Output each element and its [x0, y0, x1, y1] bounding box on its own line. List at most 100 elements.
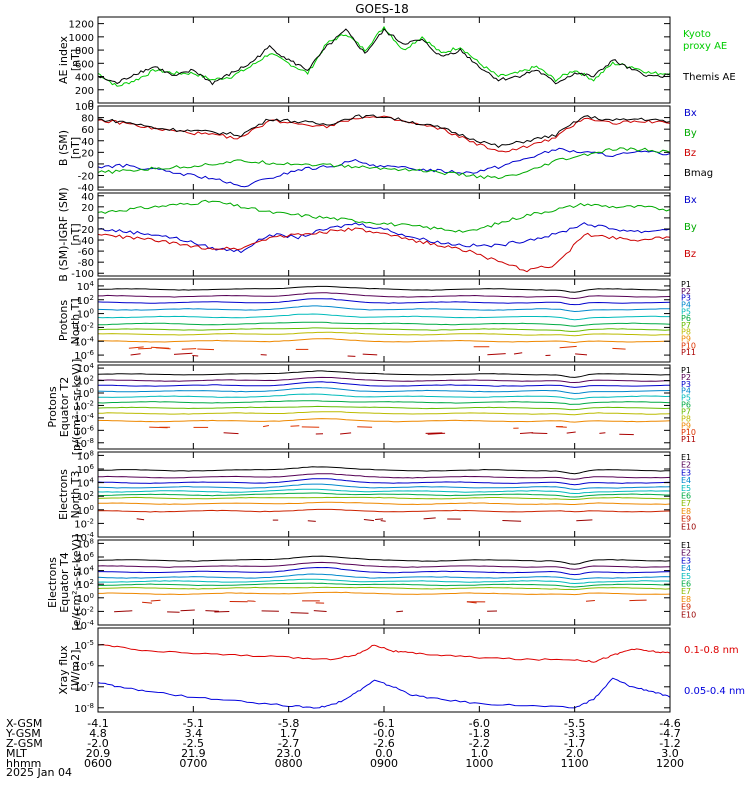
- y-tick-exponent: 8: [90, 449, 94, 457]
- series-line-p9: [98, 339, 670, 343]
- series-group: [98, 556, 670, 613]
- series-group: [98, 645, 670, 709]
- y-tick-exponent: 2: [90, 375, 94, 383]
- series-line-p4: [98, 388, 670, 394]
- series-segment-e9: [629, 600, 646, 601]
- series-segment-p11: [192, 356, 198, 357]
- series-line-themis-ae: [98, 29, 670, 85]
- y-tick-exponent: 4: [90, 280, 95, 288]
- series-line-e5: [98, 579, 670, 583]
- y-tick-exponent: 6: [90, 463, 95, 471]
- x-row-value: 0800: [275, 757, 303, 770]
- series-line-p8: [98, 412, 670, 415]
- y-tick-exponent: -2: [87, 321, 94, 329]
- legend-entry: Kyoto: [683, 29, 711, 40]
- legend-entry: Bz: [684, 249, 696, 260]
- series-line-p9: [98, 419, 670, 423]
- y-tick-exponent: 2: [90, 578, 94, 586]
- legend-entry: Bx: [684, 195, 697, 206]
- series-segment-p11: [575, 354, 587, 355]
- series-segment-p11: [567, 432, 576, 433]
- series-segment-p10: [560, 346, 577, 347]
- series-segment-p11: [514, 353, 522, 354]
- y-tick-exponent: -4: [87, 335, 95, 343]
- series-line-p8: [98, 332, 670, 335]
- series-segment-p11: [340, 433, 351, 434]
- y-tick-label: 60: [81, 125, 94, 136]
- y-tick-exponent: 4: [90, 565, 95, 573]
- y-tick-label: 108: [77, 449, 94, 462]
- series-line-p6: [98, 401, 670, 405]
- series-segment-e10: [364, 520, 374, 521]
- series-segment-e10: [424, 518, 436, 519]
- y-tick-exponent: -6: [87, 660, 95, 668]
- y-tick-exponent: -5: [87, 639, 94, 647]
- series-line-0-1-0-8-nm: [98, 645, 670, 663]
- series-segment-p10: [291, 426, 300, 427]
- x-row-value: 0600: [84, 757, 112, 770]
- series-line-p5: [98, 394, 670, 399]
- series-group: [98, 200, 670, 271]
- y-tick-label: 0: [88, 214, 94, 225]
- series-line-e9: [98, 509, 670, 512]
- y-tick-exponent: 0: [90, 308, 94, 316]
- series-segment-p10: [357, 427, 372, 428]
- series-line-e1: [98, 556, 670, 564]
- series-segment-e9: [586, 601, 595, 602]
- y-tick-label: 10-8: [74, 702, 94, 715]
- y-tick-exponent: -8: [87, 702, 94, 710]
- y-axis-label: [p/(cm²-s-sr-keV)]: [70, 359, 83, 456]
- series-line-p3: [98, 382, 670, 388]
- series-segment-p10: [197, 349, 214, 350]
- x-row-value: 1100: [561, 757, 589, 770]
- series-line-e7: [98, 497, 670, 499]
- y-tick-exponent: 6: [90, 551, 95, 559]
- series-segment-p11: [599, 433, 605, 434]
- series-line-e4: [98, 484, 670, 489]
- series-segment-p11: [426, 433, 443, 434]
- y-tick-exponent: 0: [90, 592, 94, 600]
- y-tick-exponent: 2: [90, 490, 94, 498]
- legend-entry: Themis AE: [682, 72, 736, 83]
- series-segment-e10: [375, 519, 383, 520]
- y-tick-exponent: 8: [90, 537, 94, 545]
- y-tick-exponent: -2: [87, 517, 94, 525]
- y-tick-exponent: 0: [90, 504, 94, 512]
- y-tick-label: 80: [81, 114, 94, 125]
- legend-entry: By: [684, 128, 697, 139]
- y-tick-label: 40: [81, 137, 94, 148]
- x-row-value: 1000: [465, 757, 493, 770]
- series-segment-e9: [151, 600, 161, 601]
- series-line-p7: [98, 406, 670, 409]
- date-label: 2025 Jan 04: [6, 766, 72, 779]
- y-tick-label: 20: [81, 203, 94, 214]
- series-line-e3: [98, 479, 670, 485]
- legend-entry: E10: [681, 610, 696, 619]
- series-segment-p10: [182, 349, 196, 350]
- legend-entry: proxy AE: [683, 41, 727, 52]
- series-group: [98, 371, 670, 435]
- series-line-p3: [98, 299, 670, 305]
- series-line-e1: [98, 467, 670, 474]
- legend-entry: Bx: [684, 108, 697, 119]
- series-segment-e10: [181, 610, 195, 611]
- series-segment-e10: [137, 519, 144, 520]
- series-line-bz: [98, 228, 670, 272]
- y-tick-exponent: 4: [90, 477, 95, 485]
- series-group: [98, 286, 670, 356]
- y-axis-label: [nT]: [69, 49, 82, 71]
- y-axis-label: North T3: [69, 471, 82, 519]
- series-line-p7: [98, 328, 670, 332]
- x-row-value: 0900: [370, 757, 398, 770]
- y-tick-label: -20: [78, 172, 94, 183]
- y-axis-label: North T1: [69, 297, 82, 345]
